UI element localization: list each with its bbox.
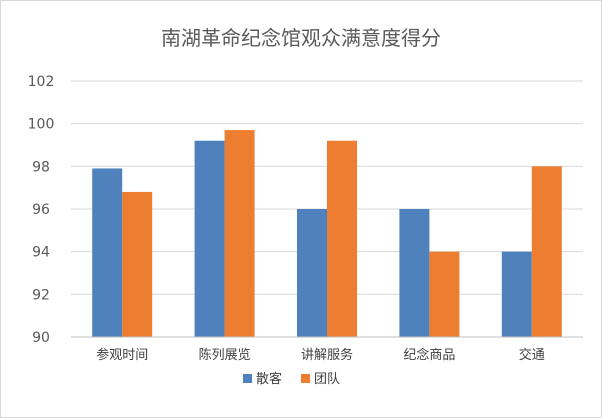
y-tick-label: 98: [32, 159, 50, 175]
bar-series1: [297, 209, 327, 337]
bar-series2: [224, 130, 255, 337]
x-tick-label: 陈列展览: [199, 347, 251, 363]
legend: 散客 团队: [243, 371, 340, 387]
x-tick-label: 参观时间: [96, 347, 148, 363]
x-tick-label: 交通: [519, 347, 545, 363]
legend-swatch: [301, 374, 310, 383]
bar-series2: [429, 251, 460, 337]
legend-swatch: [243, 374, 252, 383]
y-tick-label: 92: [32, 287, 50, 303]
bar-series1: [194, 140, 225, 337]
bars: [92, 130, 562, 337]
y-tick-label: 90: [32, 330, 50, 346]
x-axis-labels: 参观时间 陈列展览 讲解服务 纪念商品 交通: [96, 347, 545, 363]
bar-series2: [327, 140, 357, 337]
y-tick-label: 102: [28, 74, 55, 90]
bar-series1: [399, 209, 430, 337]
y-tick-label: 94: [32, 245, 50, 261]
bar-series1: [501, 251, 532, 337]
legend-label: 团队: [314, 372, 340, 387]
chart-title: 南湖革命纪念馆观众满意度得分: [161, 26, 441, 50]
legend-label: 散客: [256, 371, 282, 387]
bar-series2: [122, 191, 153, 337]
x-tick-label: 讲解服务: [301, 347, 353, 363]
bar-series1: [92, 168, 123, 337]
y-axis-ticks: 90 92 94 96 98 100 102: [28, 74, 55, 346]
bar-series2: [531, 166, 562, 337]
x-tick-label: 纪念商品: [403, 347, 455, 363]
y-tick-label: 96: [32, 202, 50, 218]
y-tick-label: 100: [28, 117, 55, 133]
